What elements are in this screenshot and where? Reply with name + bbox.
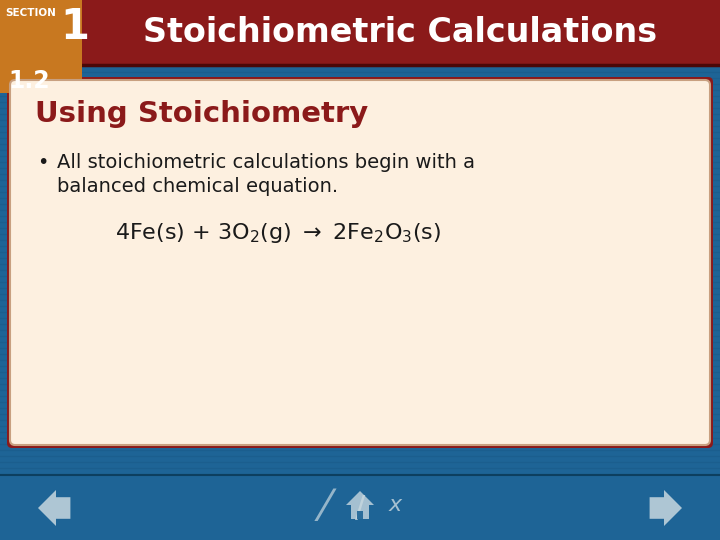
Text: balanced chemical equation.: balanced chemical equation. [57,177,338,196]
Bar [0,475,720,540]
Polygon shape [38,490,71,526]
Bar [357,511,363,519]
Text: ⁄: ⁄ [322,487,328,529]
Text: Stoichiometric Calculations: Stoichiometric Calculations [143,16,657,49]
Text: 4Fe(s) + 3O$_2$(g) $\rightarrow$ 2Fe$_2$O$_3$(s): 4Fe(s) + 3O$_2$(g) $\rightarrow$ 2Fe$_2$… [115,221,441,245]
Bar [0,65,82,93]
Polygon shape [346,491,374,505]
Text: SECTION: SECTION [5,8,56,18]
Text: x: x [388,495,402,515]
FancyBboxPatch shape [7,77,713,448]
Text: /: / [355,494,365,523]
Polygon shape [649,490,682,526]
Bar [351,505,369,519]
Text: •: • [37,153,48,172]
FancyBboxPatch shape [10,80,710,445]
Text: 1: 1 [60,6,89,48]
Text: 1.2: 1.2 [8,69,50,93]
Text: All stoichiometric calculations begin with a: All stoichiometric calculations begin wi… [57,153,475,172]
Bar [0,0,720,65]
Bar [0,0,82,65]
Text: Using Stoichiometry: Using Stoichiometry [35,100,368,128]
